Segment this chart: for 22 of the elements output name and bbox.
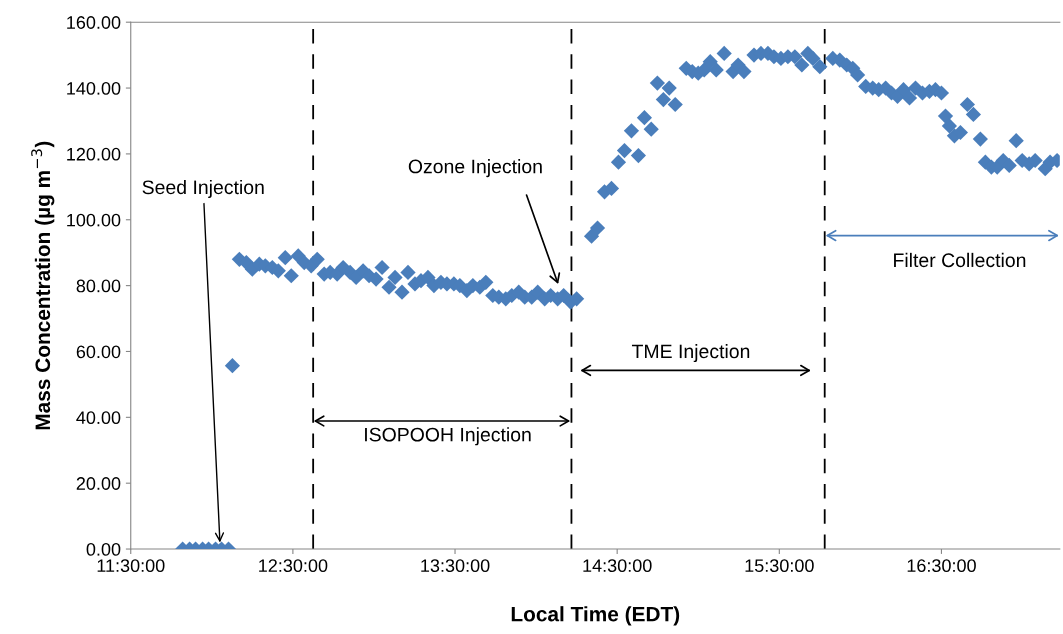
x-tick-label: 16:30:00 [907,559,976,573]
annotation: TME Injection [631,343,750,363]
x-tick-label: 15:30:00 [745,559,814,573]
annotation: ISOPOOH Injection [365,427,531,446]
y-tick-label: 80.00 [76,279,121,293]
x-tick-label: 11:30:00 [97,559,165,573]
x-tick-label: 14:30:00 [583,559,652,573]
x-tick-label: 13:30:00 [421,559,490,573]
x-axis-title: Local Time (EDT) [511,606,680,626]
y-tick-label: 20.00 [76,477,121,490]
y-tick-label: 60.00 [76,345,121,359]
y-tick-label: 100.00 [67,213,121,227]
y-tick-label: 40.00 [76,411,121,425]
annotation: Filter Collection [894,252,1026,268]
y-tick-label: 0.00 [86,542,121,556]
y-tick-label: 160.00 [67,16,121,29]
y-tick-label: 120.00 [67,147,121,161]
y-tick-label: 140.00 [67,81,121,95]
annotation: Ozone Injection [408,159,542,178]
y-axis-title: Mass Concentration (µg m$^{−3}$) [31,141,55,430]
x-tick-label: 12:30:00 [259,559,328,573]
annotation: Seed Injection [142,179,264,199]
